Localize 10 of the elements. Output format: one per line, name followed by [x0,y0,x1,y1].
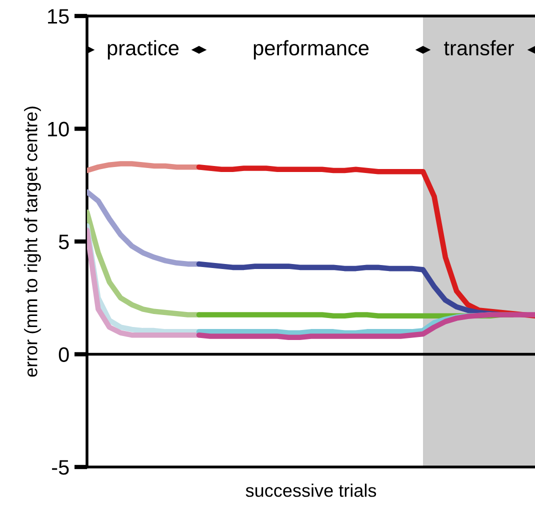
y-tick-label: 15 [48,9,69,24]
y-tick-label: 5 [58,234,69,250]
y-tick-label: 0 [58,347,69,362]
x-axis-title: successive trials [246,484,376,497]
annotation: transfer [444,40,514,56]
y-tick-label: -5 [52,460,69,475]
y-axis-title: error (mm to right of target centre) [24,106,41,377]
y-tick-label: 10 [48,122,69,137]
annotation: performance [254,40,369,60]
annotation: practice [108,40,179,60]
